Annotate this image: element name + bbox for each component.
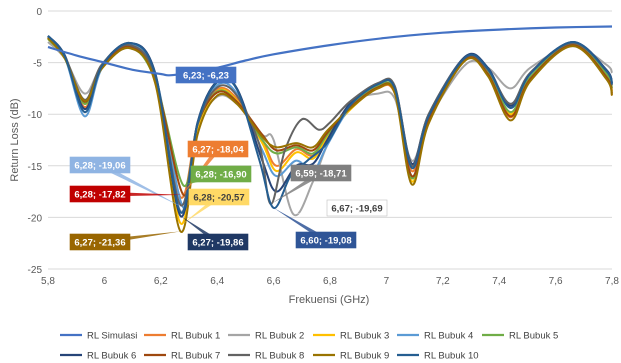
x-tick-label: 6 (102, 276, 108, 287)
x-tick-label: 7,8 (605, 276, 619, 287)
series-lines (47, 25, 613, 233)
callout-label: 6,23; -6,23 (183, 71, 229, 82)
legend-label: RL Bubuk 8 (255, 351, 304, 362)
x-tick-label: 6,8 (323, 276, 337, 287)
legend-item: RL Bubuk 2 (228, 331, 304, 342)
data-callouts: 6,23; -6,23 6,27; -18,04 6,28; -19,06 6,28;… (69, 66, 388, 251)
callout-box (295, 231, 357, 249)
callout-label: 6,27; -21,36 (74, 238, 125, 249)
legend-label: RL Bubuk 1 (171, 331, 220, 342)
y-tick-label: 0 (36, 7, 42, 18)
legend-label: RL Simulasi (87, 331, 137, 342)
callout-box (187, 233, 249, 251)
callout-label: 6,60; -19,08 (300, 236, 351, 247)
y-axis-title: Return Loss (dB) (9, 98, 21, 181)
legend-item: RL Bubuk 6 (60, 351, 136, 362)
data-callout: 6,23; -6,23 (169, 66, 237, 84)
x-tick-label: 7,2 (436, 276, 450, 287)
data-callout: 6,28; -20,57 (183, 188, 250, 224)
legend-item: RL Bubuk 5 (482, 331, 558, 342)
callout-box (69, 185, 131, 203)
callout-label: 6,67; -19,69 (331, 204, 382, 215)
x-tick-label: 7,4 (492, 276, 506, 287)
legend-item: RL Bubuk 1 (144, 331, 220, 342)
legend-item: RL Bubuk 10 (397, 351, 479, 362)
gridlines (48, 10, 612, 270)
legend-label: RL Bubuk 9 (340, 351, 389, 362)
callout-box (69, 233, 131, 251)
x-tick-label: 7 (384, 276, 390, 287)
legend-label: RL Bubuk 3 (340, 331, 389, 342)
callout-label: 6,28; -17,82 (74, 190, 125, 201)
x-axis-title: Frekuensi (GHz) (289, 294, 370, 306)
callout-label: 6,27; -18,04 (192, 145, 244, 156)
x-tick-label: 5,8 (41, 276, 55, 287)
series-line-rl-simulasi (47, 25, 613, 77)
data-callout: 6,27; -19,86 (180, 215, 249, 251)
series-line-rl-bubuk-10 (47, 35, 613, 214)
callout-label: 6,28; -19,06 (74, 161, 125, 172)
data-callout: 6,28; -19,06 (69, 156, 184, 208)
legend-item: RL Bubuk 4 (397, 331, 473, 342)
legend-label: RL Bubuk 6 (87, 351, 136, 362)
callout-box (290, 164, 352, 182)
legend-item: RL Bubuk 7 (144, 351, 220, 362)
x-tick-label: 6,4 (210, 276, 224, 287)
callout-label: 6,59; -18,71 (295, 169, 347, 180)
callout-box (175, 66, 237, 84)
y-axis-ticks: 0 -5 -10 -15 -20 -25 (28, 7, 43, 276)
x-tick-label: 7,6 (549, 276, 563, 287)
y-tick-label: -20 (28, 213, 43, 224)
callout-box (190, 165, 252, 183)
legend-label: RL Bubuk 2 (255, 331, 304, 342)
x-tick-label: 6,2 (154, 276, 168, 287)
legend-label: RL Bubuk 7 (171, 351, 220, 362)
y-tick-label: -15 (28, 162, 43, 173)
data-callout: 6,59; -18,71 (270, 164, 352, 205)
data-callout: 6,60; -19,08 (273, 207, 357, 249)
callout-label: 6,28; -16,90 (195, 170, 246, 181)
callout-box (187, 140, 249, 158)
callout-box (69, 156, 131, 174)
legend-label: RL Bubuk 10 (424, 351, 479, 362)
data-callout: 6,28; -17,82 (69, 185, 184, 203)
y-tick-label: -25 (28, 265, 43, 276)
callout-label: 6,27; -19,86 (192, 238, 243, 249)
data-callout: 6,67; -19,69 (293, 199, 388, 217)
legend-item: RL Bubuk 3 (313, 331, 389, 342)
y-tick-label: -5 (33, 59, 42, 70)
callout-box (188, 188, 250, 206)
legend-item: RL Bubuk 9 (313, 351, 389, 362)
legend-label: RL Bubuk 4 (424, 331, 473, 342)
legend-item: RL Simulasi (60, 331, 137, 342)
legend-label: RL Bubuk 5 (509, 331, 558, 342)
x-tick-label: 6,6 (267, 276, 281, 287)
data-callout: 6,27; -21,36 (69, 231, 181, 251)
callout-box (326, 199, 388, 217)
callout-label: 6,28; -20,57 (193, 193, 244, 204)
series-line-rl-bubuk-9 (47, 37, 613, 233)
series-line-rl-bubuk-5 (47, 38, 613, 187)
data-callout: 6,28; -16,90 (183, 165, 252, 186)
callout-pointer (98, 162, 184, 208)
legend-item: RL Bubuk 8 (228, 351, 304, 362)
x-axis-ticks: 5,8 6 6,2 6,4 6,6 6,8 7 7,2 7,4 7,6 7,8 (41, 276, 619, 287)
legend: RL Simulasi RL Bubuk 1 RL Bubuk 2 RL Bubuk … (60, 331, 558, 362)
y-tick-label: -10 (28, 110, 43, 121)
